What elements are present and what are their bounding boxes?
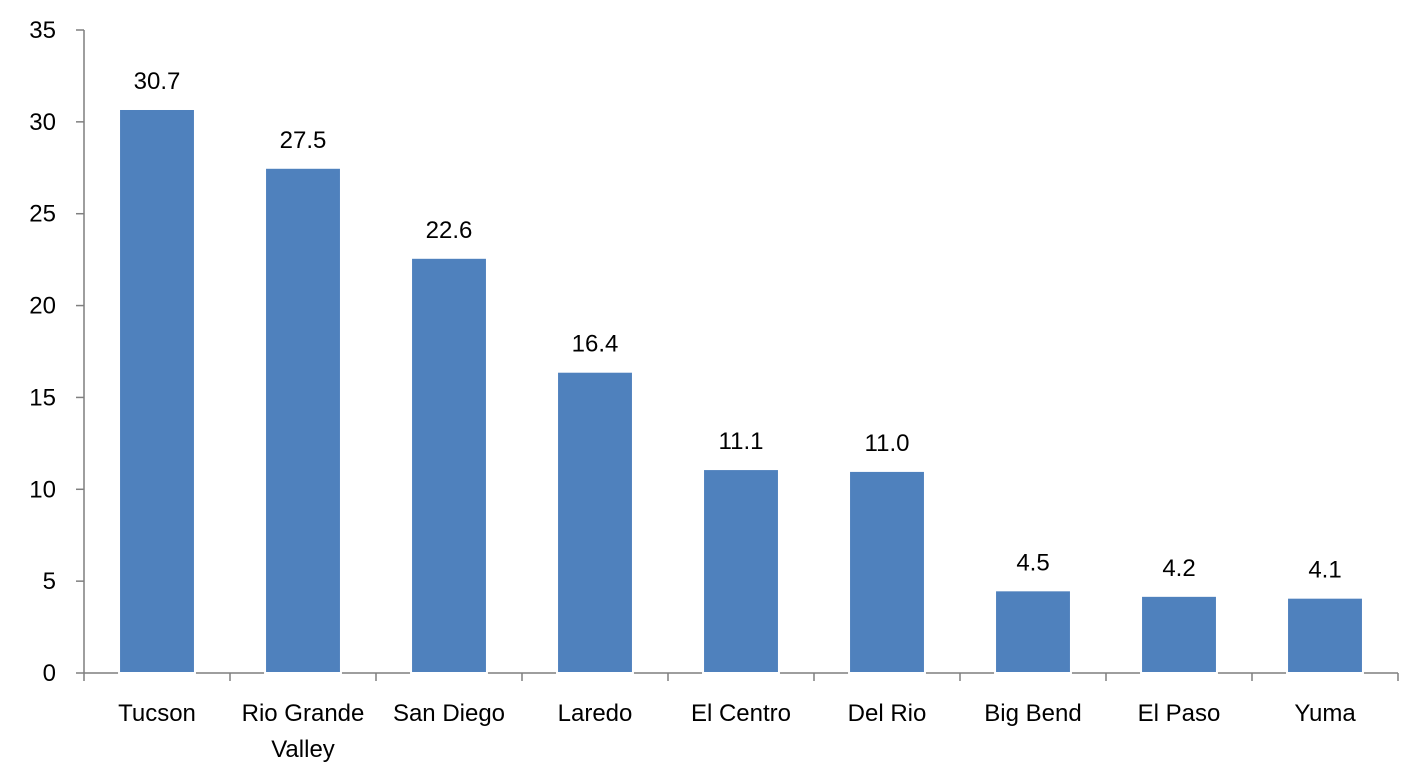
y-tick-label: 5 [43,568,56,595]
x-tick-label: Tucson [118,700,196,727]
bar-series [118,107,1364,675]
data-label: 11.1 [719,428,764,455]
data-label: 27.5 [280,127,327,154]
y-tick-label: 20 [29,293,56,320]
y-tick-label: 0 [43,660,56,687]
bar [994,589,1072,674]
y-tick-label: 10 [29,476,56,503]
bar [410,256,488,674]
x-axis [83,672,1399,681]
x-tick-label: Rio Grande Valley [242,700,365,763]
bar [1140,594,1218,675]
bar [264,166,342,675]
x-tick-label: El Paso [1138,700,1221,727]
data-label: 4.5 [1016,549,1049,576]
y-tick-label: 25 [29,201,56,228]
data-label: 22.6 [426,217,473,244]
x-tick-label: Del Rio [848,700,927,727]
y-tick-label: 30 [29,109,56,136]
y-tick-label: 15 [29,384,56,411]
data-labels: 30.7 27.5 22.6 16.4 11.1 11.0 4.5 4.2 4.1 [134,68,1342,584]
category-labels: Tucson Rio Grande Valley San Diego Laredo El … [118,700,1356,763]
bar [556,370,634,674]
bar [848,469,926,674]
y-tick-label: 35 [29,17,56,44]
data-label: 16.4 [572,331,619,358]
x-tick-label: Yuma [1294,700,1356,727]
y-axis: 0 5 10 15 20 25 30 35 [29,17,85,687]
bar [702,468,780,674]
x-tick-label: El Centro [691,700,791,727]
x-tick-label: Big Bend [984,700,1081,727]
bar [1286,596,1364,674]
x-tick-label: Laredo [558,700,633,727]
data-label: 11.0 [865,430,910,457]
data-label: 4.1 [1308,557,1341,584]
bar [118,107,196,675]
data-label: 30.7 [134,68,181,95]
data-label: 4.2 [1162,555,1195,582]
x-tick-label: San Diego [393,700,505,727]
